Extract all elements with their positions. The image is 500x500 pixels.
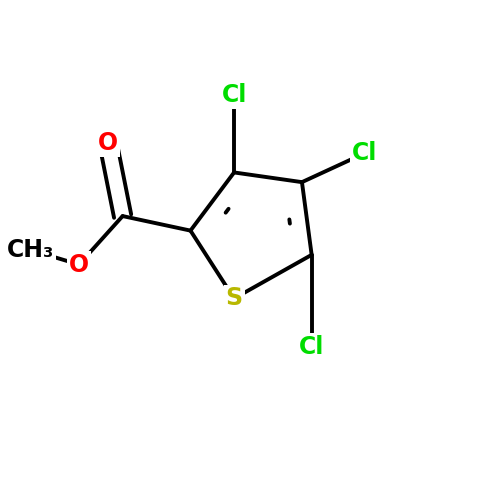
Text: S: S [226, 286, 242, 310]
Text: Cl: Cl [222, 83, 247, 107]
Text: O: O [98, 132, 118, 156]
Text: Cl: Cl [299, 335, 324, 359]
Text: Cl: Cl [352, 141, 378, 165]
Text: O: O [69, 252, 89, 276]
Text: CH₃: CH₃ [7, 238, 54, 262]
